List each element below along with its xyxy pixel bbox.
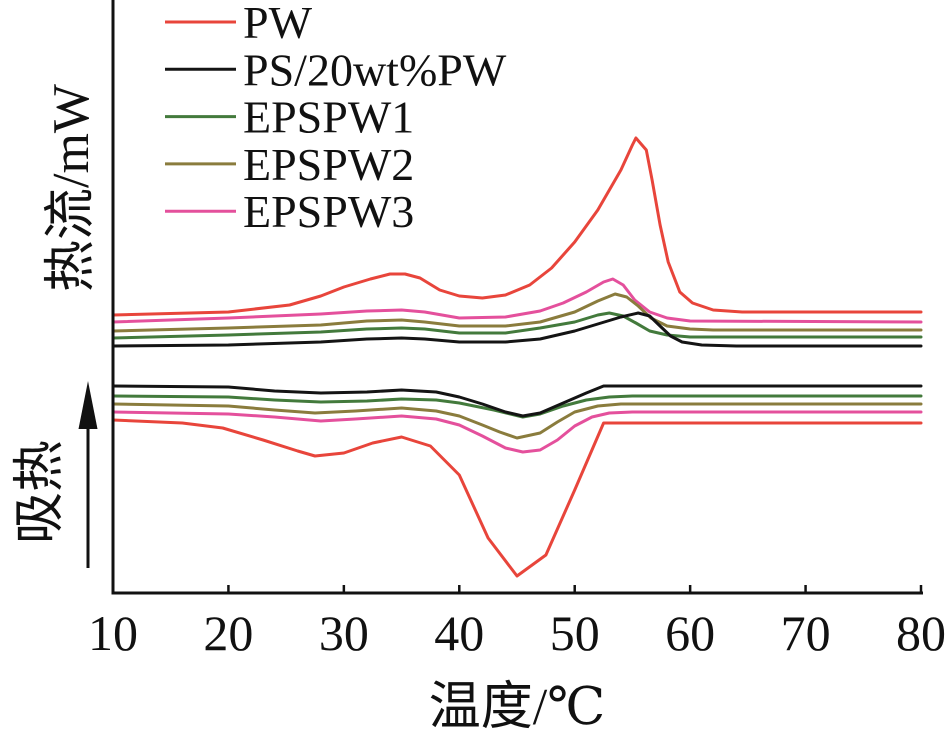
endotherm-label: 吸热 [12, 440, 69, 544]
legend-item-epspw1: EPSPW1 [165, 92, 414, 143]
x-axis-label: 温度/℃ [429, 679, 606, 736]
series-line-pw-upper [111, 136, 923, 317]
arrow-up-icon [78, 381, 98, 429]
legend-item-epspw2: EPSPW2 [165, 139, 414, 190]
series-line-epspw3-upper [111, 277, 923, 324]
legend-item-pw: PW [165, 0, 313, 48]
legend-item-ps-20wt-pw: PS/20wt%PW [165, 44, 507, 95]
legend-item-epspw3: EPSPW3 [165, 186, 414, 237]
plot-curves [111, 136, 923, 578]
x-tick-label: 10 [88, 605, 138, 661]
series-line-epspw3-lower [111, 410, 923, 454]
legend-label: EPSPW3 [243, 186, 414, 237]
x-tick-label: 20 [203, 605, 253, 661]
x-ticks: 10 20 30 40 50 60 70 80 [88, 585, 946, 661]
series-line-ps-20wt-pw-upper [111, 311, 923, 348]
x-tick-label: 70 [781, 605, 831, 661]
series-line-pw-lower [111, 418, 923, 578]
x-tick-label: 60 [665, 605, 715, 661]
x-tick-label: 80 [896, 605, 946, 661]
legend-label: EPSPW2 [243, 139, 414, 190]
series-line-epspw1-upper [111, 311, 923, 340]
legend-label: EPSPW1 [243, 92, 414, 143]
legend-label: PW [243, 0, 313, 48]
x-tick-label: 30 [319, 605, 369, 661]
series-line-epspw1-lower [111, 394, 923, 419]
series-line-epspw2-lower [111, 402, 923, 440]
y-axis-label: 热流/mW [43, 84, 100, 292]
legend-label: PS/20wt%PW [243, 44, 507, 95]
series-line-ps-20wt-pw-lower [111, 384, 923, 418]
series-line-epspw2-upper [111, 292, 923, 333]
endotherm-indicator: 吸热 [12, 381, 98, 568]
x-tick-label: 50 [550, 605, 600, 661]
x-tick-label: 40 [434, 605, 484, 661]
